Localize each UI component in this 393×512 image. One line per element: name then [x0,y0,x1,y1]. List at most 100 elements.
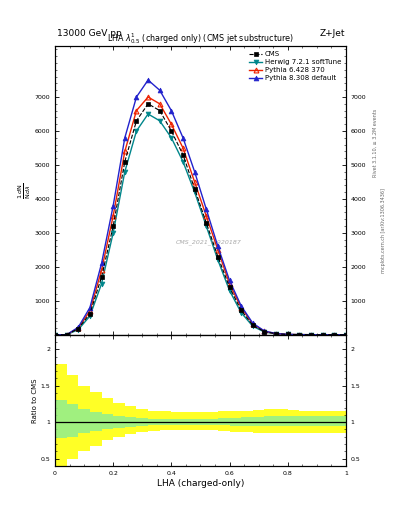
Herwig 7.2.1 softTune [320,332,325,338]
Pythia 8.308 default [309,332,313,338]
Herwig 7.2.1 softTune [192,189,197,195]
Text: Rivet 3.1.10, ≥ 3.2M events: Rivet 3.1.10, ≥ 3.2M events [373,109,378,178]
Herwig 7.2.1 softTune [262,329,267,335]
CMS [192,186,197,192]
Pythia 6.428 370 [262,328,267,334]
Pythia 8.308 default [146,77,151,83]
CMS [134,118,139,124]
Herwig 7.2.1 softTune [215,257,220,263]
Text: Z+Jet: Z+Jet [320,29,345,38]
CMS [146,101,151,107]
Herwig 7.2.1 softTune [297,332,302,338]
CMS [53,332,57,338]
CMS [111,223,116,229]
Herwig 7.2.1 softTune [250,323,255,329]
Line: CMS: CMS [53,102,348,337]
Pythia 6.428 370 [320,332,325,338]
Pythia 6.428 370 [343,332,348,338]
Pythia 8.308 default [262,328,267,334]
Herwig 7.2.1 softTune [146,111,151,117]
Pythia 8.308 default [215,243,220,249]
CMS [157,108,162,114]
Pythia 8.308 default [343,332,348,338]
Pythia 8.308 default [227,278,232,284]
Pythia 8.308 default [239,303,244,309]
Pythia 6.428 370 [274,331,278,337]
Pythia 8.308 default [169,108,174,114]
CMS [169,128,174,134]
Herwig 7.2.1 softTune [88,313,92,319]
Pythia 6.428 370 [111,213,116,219]
Y-axis label: $\frac{1}{\mathrm{N}}\frac{d\mathrm{N}}{d\lambda}$: $\frac{1}{\mathrm{N}}\frac{d\mathrm{N}}{… [17,182,33,199]
Pythia 6.428 370 [88,308,92,314]
Herwig 7.2.1 softTune [157,118,162,124]
Pythia 8.308 default [320,332,325,338]
Pythia 6.428 370 [192,179,197,185]
Herwig 7.2.1 softTune [123,168,127,175]
Pythia 6.428 370 [285,331,290,337]
CMS [297,332,302,338]
Pythia 8.308 default [88,305,92,311]
Herwig 7.2.1 softTune [285,331,290,337]
Herwig 7.2.1 softTune [332,332,336,338]
Pythia 6.428 370 [157,101,162,107]
CMS [332,332,336,338]
CMS [123,159,127,165]
Pythia 6.428 370 [123,148,127,155]
Pythia 6.428 370 [250,321,255,327]
Pythia 8.308 default [76,324,81,330]
Text: mcplots.cern.ch [arXiv:1306.3436]: mcplots.cern.ch [arXiv:1306.3436] [381,188,386,273]
Line: Pythia 8.308 default: Pythia 8.308 default [53,78,348,337]
Pythia 8.308 default [123,135,127,141]
Pythia 8.308 default [250,320,255,326]
Pythia 6.428 370 [169,121,174,127]
Pythia 8.308 default [204,206,209,212]
CMS [76,326,81,332]
CMS [309,332,313,338]
CMS [88,311,92,317]
Herwig 7.2.1 softTune [204,223,209,229]
Herwig 7.2.1 softTune [309,332,313,338]
Legend: CMS, Herwig 7.2.1 softTune, Pythia 6.428 370, Pythia 8.308 default: CMS, Herwig 7.2.1 softTune, Pythia 6.428… [248,50,342,82]
Herwig 7.2.1 softTune [134,128,139,134]
Pythia 8.308 default [297,332,302,338]
Herwig 7.2.1 softTune [227,288,232,294]
CMS [99,274,104,280]
Text: CMS_2021_I1920187: CMS_2021_I1920187 [176,240,242,245]
Title: LHA $\lambda^1_{0.5}$ (charged only) (CMS jet substructure): LHA $\lambda^1_{0.5}$ (charged only) (CM… [107,31,294,46]
Herwig 7.2.1 softTune [53,332,57,338]
CMS [64,332,69,338]
Pythia 6.428 370 [215,247,220,253]
Pythia 6.428 370 [297,332,302,338]
Pythia 8.308 default [53,332,57,338]
Pythia 6.428 370 [204,213,209,219]
Pythia 6.428 370 [181,145,185,151]
Text: 13000 GeV pp: 13000 GeV pp [57,29,122,38]
Pythia 6.428 370 [53,332,57,338]
CMS [204,220,209,226]
CMS [343,332,348,338]
Pythia 6.428 370 [227,281,232,287]
Pythia 8.308 default [181,135,185,141]
Herwig 7.2.1 softTune [64,332,69,338]
Pythia 8.308 default [285,331,290,337]
Pythia 6.428 370 [146,94,151,100]
Pythia 8.308 default [157,87,162,93]
Pythia 8.308 default [274,330,278,336]
Herwig 7.2.1 softTune [343,332,348,338]
CMS [250,322,255,328]
CMS [181,152,185,158]
X-axis label: LHA (charged-only): LHA (charged-only) [157,479,244,487]
Pythia 8.308 default [134,94,139,100]
Herwig 7.2.1 softTune [274,331,278,337]
Pythia 6.428 370 [134,108,139,114]
Herwig 7.2.1 softTune [111,230,116,236]
Pythia 8.308 default [192,168,197,175]
CMS [285,331,290,337]
Pythia 8.308 default [332,332,336,338]
CMS [227,284,232,290]
Herwig 7.2.1 softTune [181,159,185,165]
CMS [262,329,267,335]
Pythia 6.428 370 [309,332,313,338]
Line: Herwig 7.2.1 softTune: Herwig 7.2.1 softTune [53,112,348,337]
